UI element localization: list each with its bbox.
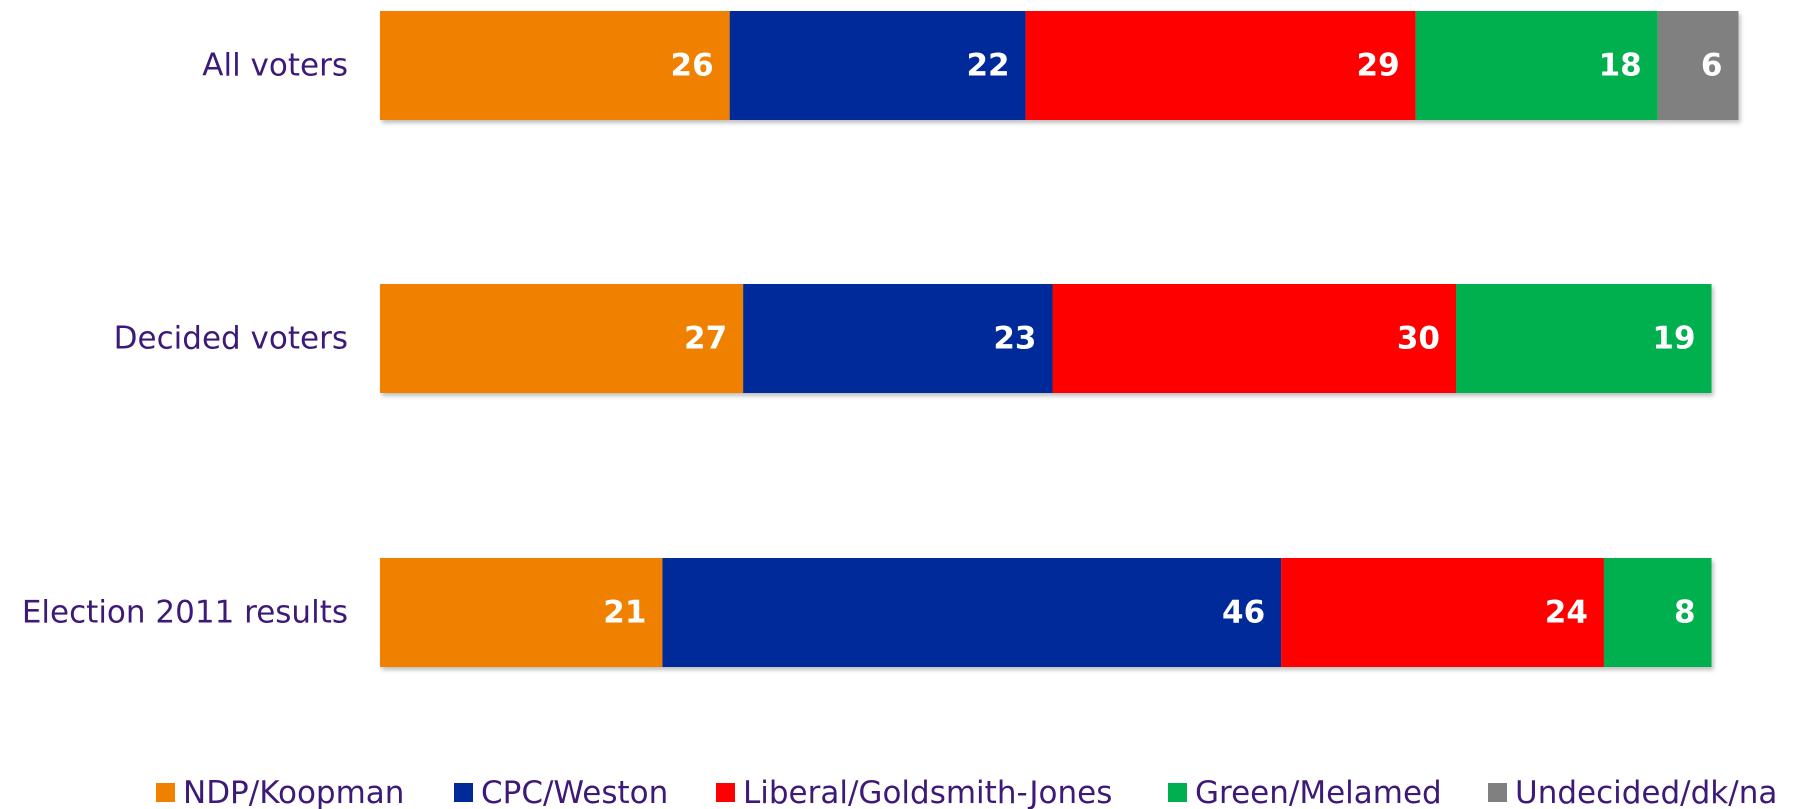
bar-row-all-voters [380, 11, 1739, 120]
data-label: 46 [1222, 595, 1265, 631]
category-label: Decided voters [114, 321, 348, 357]
legend-label: NDP/Koopman [183, 775, 404, 809]
bar-segment-ndp-koopman [380, 284, 744, 393]
data-label: 19 [1652, 321, 1695, 357]
legend-item-green-melamed: Green/Melamed [1168, 775, 1442, 809]
legend-swatch [1488, 783, 1507, 802]
bar-row-decided-voters [380, 284, 1712, 393]
bar-segment-cpc-weston [662, 558, 1282, 667]
legend: NDP/Koopman CPC/Weston Liberal/Goldsmith-J… [156, 775, 1777, 809]
legend-swatch [1168, 783, 1187, 802]
bar-row-election-2011-results [380, 558, 1712, 667]
bars-layer [380, 11, 1739, 667]
data-label: 22 [966, 48, 1009, 84]
legend-label: Green/Melamed [1195, 775, 1442, 809]
labels-layer: All voters 26 22 29 18 6 Decided voters 27 23 30 1… [22, 48, 1723, 631]
legend-label: Liberal/Goldsmith-Jones [743, 775, 1112, 809]
legend-label: Undecided/dk/na [1515, 775, 1777, 809]
data-label: 24 [1545, 595, 1588, 631]
data-label: 23 [993, 321, 1036, 357]
legend-swatch [454, 783, 473, 802]
data-label: 27 [684, 321, 727, 357]
category-label: Election 2011 results [22, 595, 348, 631]
legend-item-liberal-goldsmith-jones: Liberal/Goldsmith-Jones [716, 775, 1112, 809]
bar-segment-ndp-koopman [380, 11, 730, 120]
legend-item-ndp-koopman: NDP/Koopman [156, 775, 404, 809]
data-label: 26 [671, 48, 714, 84]
data-label: 30 [1397, 321, 1440, 357]
bar-segment-liberal-goldsmith-jones [1025, 11, 1416, 120]
bar-segment-cpc-weston [729, 11, 1026, 120]
category-label: All voters [202, 48, 348, 84]
data-label: 18 [1599, 48, 1642, 84]
data-label: 8 [1674, 595, 1696, 631]
bar-segment-green-melamed [1603, 558, 1712, 667]
legend-swatch [716, 783, 735, 802]
legend-item-cpc-weston: CPC/Weston [454, 775, 668, 809]
data-label: 21 [603, 595, 646, 631]
bar-segment-liberal-goldsmith-jones [1281, 558, 1604, 667]
bar-segment-undecided-dk-na [1657, 11, 1739, 120]
bar-segment-cpc-weston [743, 284, 1053, 393]
legend-label: CPC/Weston [481, 775, 668, 809]
bar-segment-green-melamed [1415, 11, 1658, 120]
bar-segment-green-melamed [1456, 284, 1712, 393]
bar-segment-ndp-koopman [380, 558, 663, 667]
data-label: 29 [1357, 48, 1400, 84]
bar-segment-liberal-goldsmith-jones [1052, 284, 1456, 393]
legend-swatch [156, 783, 175, 802]
legend-item-undecided-dk-na: Undecided/dk/na [1488, 775, 1777, 809]
data-label: 6 [1701, 48, 1723, 84]
